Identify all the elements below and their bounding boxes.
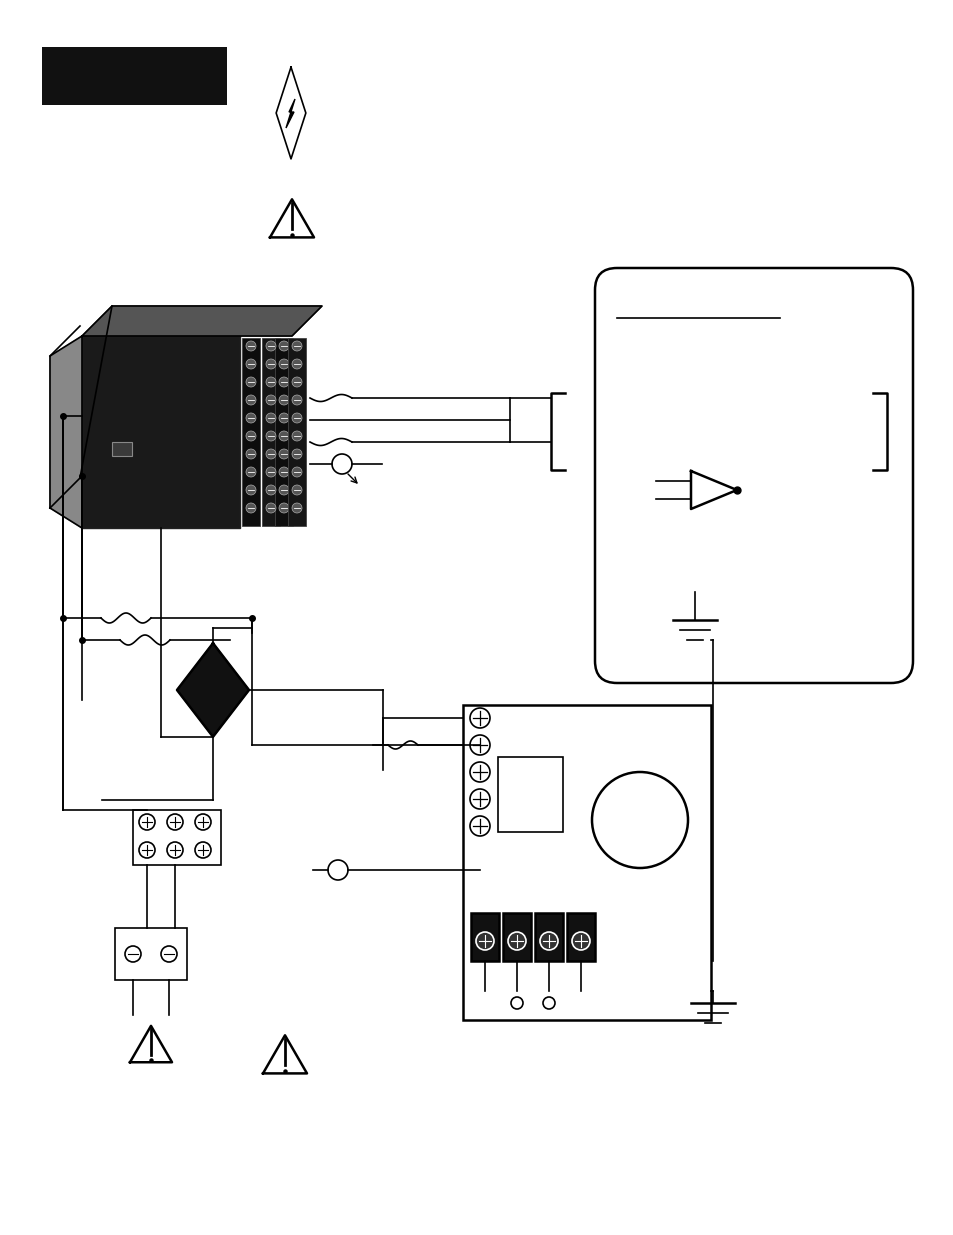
Circle shape <box>278 377 289 387</box>
Circle shape <box>266 341 275 351</box>
Circle shape <box>167 814 183 830</box>
Circle shape <box>194 842 211 858</box>
Circle shape <box>292 377 302 387</box>
Bar <box>566 913 595 961</box>
Circle shape <box>278 450 289 459</box>
Circle shape <box>139 814 154 830</box>
Circle shape <box>292 359 302 369</box>
Polygon shape <box>50 336 82 529</box>
Circle shape <box>278 467 289 477</box>
Circle shape <box>278 341 289 351</box>
Circle shape <box>246 341 255 351</box>
Circle shape <box>246 503 255 513</box>
Polygon shape <box>286 99 294 128</box>
Circle shape <box>507 932 525 950</box>
Bar <box>112 442 132 456</box>
Circle shape <box>292 503 302 513</box>
Circle shape <box>246 395 255 405</box>
Circle shape <box>292 412 302 424</box>
Circle shape <box>246 450 255 459</box>
Circle shape <box>332 454 352 474</box>
Bar <box>502 913 531 961</box>
Circle shape <box>278 485 289 495</box>
Circle shape <box>246 359 255 369</box>
Circle shape <box>292 431 302 441</box>
Circle shape <box>266 431 275 441</box>
FancyBboxPatch shape <box>595 268 912 683</box>
Circle shape <box>292 341 302 351</box>
Circle shape <box>278 359 289 369</box>
Circle shape <box>125 946 141 962</box>
Circle shape <box>167 842 183 858</box>
Circle shape <box>292 467 302 477</box>
Circle shape <box>266 485 275 495</box>
Bar <box>274 338 293 526</box>
Circle shape <box>266 412 275 424</box>
Bar <box>115 927 187 981</box>
Circle shape <box>542 997 555 1009</box>
Bar <box>132 810 221 864</box>
Bar <box>462 705 710 1020</box>
Circle shape <box>246 485 255 495</box>
Circle shape <box>511 997 522 1009</box>
Circle shape <box>266 359 275 369</box>
Bar <box>471 913 498 961</box>
Circle shape <box>278 503 289 513</box>
Bar <box>242 338 260 526</box>
Circle shape <box>246 431 255 441</box>
Circle shape <box>470 762 490 782</box>
Circle shape <box>266 377 275 387</box>
Circle shape <box>246 412 255 424</box>
Circle shape <box>278 431 289 441</box>
Bar <box>497 757 562 832</box>
Circle shape <box>266 395 275 405</box>
Circle shape <box>194 814 211 830</box>
Circle shape <box>246 467 255 477</box>
Polygon shape <box>82 306 322 336</box>
Circle shape <box>470 789 490 809</box>
Circle shape <box>161 946 177 962</box>
Bar <box>288 338 306 526</box>
Circle shape <box>266 450 275 459</box>
Circle shape <box>470 708 490 727</box>
Circle shape <box>328 860 348 881</box>
Circle shape <box>539 932 558 950</box>
Circle shape <box>476 932 494 950</box>
Circle shape <box>278 412 289 424</box>
Circle shape <box>292 450 302 459</box>
Circle shape <box>592 772 687 868</box>
Circle shape <box>470 816 490 836</box>
Circle shape <box>266 467 275 477</box>
Circle shape <box>278 395 289 405</box>
Circle shape <box>292 395 302 405</box>
Circle shape <box>266 503 275 513</box>
Bar <box>535 913 562 961</box>
Circle shape <box>246 377 255 387</box>
Bar <box>42 47 227 105</box>
Polygon shape <box>177 643 249 737</box>
Circle shape <box>139 842 154 858</box>
Circle shape <box>572 932 589 950</box>
Circle shape <box>470 735 490 755</box>
Circle shape <box>292 485 302 495</box>
Bar <box>262 338 280 526</box>
Bar <box>82 336 240 529</box>
